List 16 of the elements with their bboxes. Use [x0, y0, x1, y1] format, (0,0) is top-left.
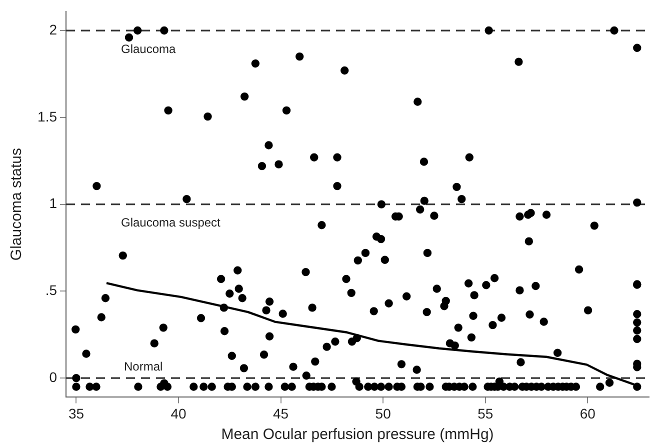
y-tick-label: .5: [45, 282, 58, 298]
x-axis-title: Mean Ocular perfusion pressure (mmHg): [221, 426, 494, 444]
y-tick-label: 1: [49, 195, 58, 212]
x-tick-label: 60: [580, 405, 596, 422]
ref-line-label: Glaucoma: [121, 42, 176, 56]
x-tick-label: 40: [170, 405, 187, 422]
ref-line-label: Glaucoma suspect: [121, 216, 222, 230]
y-axis-title: Glaucoma status: [8, 148, 26, 261]
x-tick-label: 55: [478, 405, 494, 422]
y-tick-label: 1.5: [38, 108, 58, 124]
x-tick-label: 35: [68, 405, 84, 422]
y-tick-label: 2: [49, 21, 58, 38]
x-tick-label: 45: [273, 405, 289, 422]
ref-line-label: Normal: [124, 359, 163, 374]
x-tick-label: 50: [375, 405, 392, 422]
y-tick-label: 0: [49, 368, 58, 385]
